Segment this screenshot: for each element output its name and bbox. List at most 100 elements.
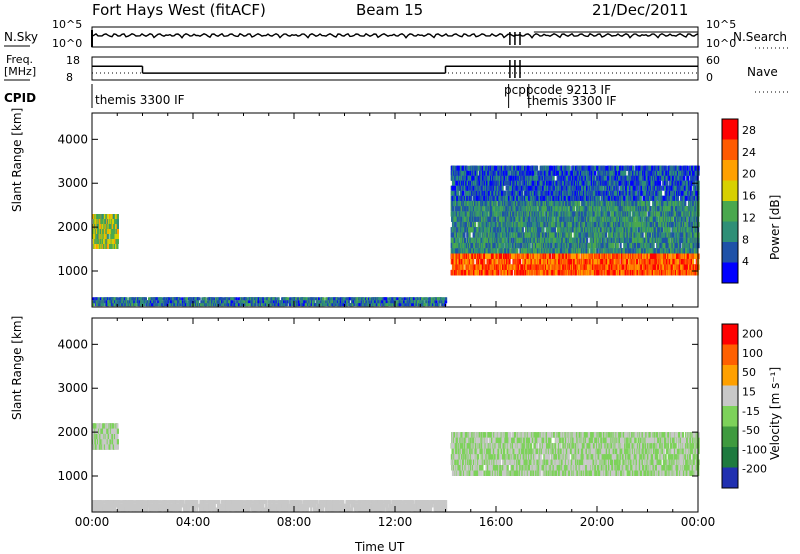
- power-cell: [559, 232, 562, 238]
- power-cell: [503, 269, 506, 276]
- nsearch-tick-bottom: 10^0: [706, 37, 737, 50]
- power-cell: [644, 264, 647, 270]
- power-cell: [457, 206, 460, 212]
- power-cell: [518, 206, 521, 212]
- power-cell: [575, 269, 578, 276]
- power-cell: [463, 242, 467, 249]
- power-cell: [116, 214, 119, 219]
- power-cell: [508, 227, 511, 233]
- power-cell: [103, 219, 107, 224]
- power-cell: [587, 269, 590, 276]
- power-cell: [613, 264, 616, 270]
- power-cell: [465, 221, 468, 228]
- power-cell: [495, 258, 498, 265]
- power-cell: [562, 253, 565, 259]
- power-cell: [668, 253, 671, 259]
- power-cell: [609, 258, 612, 265]
- power-cell: [106, 234, 109, 239]
- power-cell: [464, 206, 467, 212]
- power-cell: [601, 227, 604, 233]
- power-cell: [541, 211, 545, 217]
- power-cell: [578, 248, 581, 254]
- power-cell: [116, 229, 119, 234]
- power-cell: [482, 206, 485, 212]
- power-cell: [551, 258, 554, 265]
- power-cell: [502, 227, 505, 233]
- power-cell: [474, 216, 477, 222]
- power-cell: [95, 214, 98, 219]
- power-cell: [591, 269, 594, 276]
- power-cell: [510, 206, 513, 212]
- power-cell: [500, 232, 503, 238]
- power-cell: [591, 200, 594, 207]
- power-cell: [474, 248, 477, 254]
- power-cell: [592, 248, 596, 254]
- power-cell: [523, 221, 526, 228]
- power-cell: [542, 232, 545, 238]
- power-cell: [452, 248, 455, 254]
- power-cell: [483, 211, 486, 217]
- power-cell: [479, 232, 482, 238]
- freq-panel-frame: [91, 56, 699, 81]
- power-cell: [115, 234, 118, 239]
- power-cell: [490, 237, 493, 243]
- power-cell: [617, 200, 620, 207]
- power-cell: [488, 253, 491, 259]
- power-cell: [101, 239, 104, 244]
- power-cell: [507, 237, 511, 243]
- power-cell: [580, 227, 583, 233]
- power-cell: [565, 206, 568, 212]
- power-cell: [458, 216, 461, 222]
- power-cell: [459, 211, 462, 217]
- power-cell: [535, 206, 538, 212]
- power-cell: [565, 258, 568, 265]
- power-cell: [508, 211, 511, 217]
- power-cell: [480, 269, 483, 276]
- power-cell: [586, 242, 589, 249]
- power-cell: [587, 200, 590, 207]
- power-cell: [650, 264, 653, 270]
- power-cell: [506, 211, 509, 217]
- power-cell: [540, 200, 543, 207]
- power-cell: [676, 258, 680, 265]
- power-cell: [521, 221, 524, 228]
- power-cell: [553, 206, 556, 212]
- power-cell: [473, 232, 476, 238]
- station-title: Fort Hays West (fitACF): [92, 1, 266, 19]
- power-cell: [632, 216, 635, 222]
- power-cell: [620, 258, 623, 265]
- power-cell: [672, 258, 675, 265]
- power-cell: [451, 237, 454, 243]
- power-cell: [463, 237, 467, 243]
- power-cell: [690, 216, 693, 222]
- power-cell: [468, 216, 472, 222]
- power-cell: [671, 269, 674, 276]
- power-cell: [632, 248, 635, 254]
- power-cell: [684, 264, 687, 270]
- power-cell: [679, 242, 682, 249]
- power-cell: [485, 242, 489, 249]
- power-cell: [97, 229, 100, 234]
- power-cell: [539, 206, 542, 212]
- power-cell: [554, 200, 557, 207]
- power-cell: [489, 242, 492, 249]
- power-cell: [579, 232, 582, 238]
- power-cell: [588, 206, 591, 212]
- power-cell: [539, 258, 542, 265]
- power-cell: [556, 227, 559, 233]
- power-cell: [469, 269, 472, 276]
- power-cell: [661, 200, 664, 207]
- freq-unit: [MHz]: [4, 65, 37, 78]
- power-cell: [523, 237, 526, 243]
- power-cell: [569, 242, 572, 249]
- power-cell: [116, 239, 119, 244]
- power-cell: [533, 216, 536, 222]
- power-cell: [490, 253, 494, 259]
- power-cell: [116, 224, 119, 229]
- power-cell: [510, 216, 513, 222]
- power-cell: [567, 237, 570, 243]
- power-cell: [457, 264, 460, 270]
- power-cell: [100, 219, 103, 224]
- power-cell: [640, 264, 643, 270]
